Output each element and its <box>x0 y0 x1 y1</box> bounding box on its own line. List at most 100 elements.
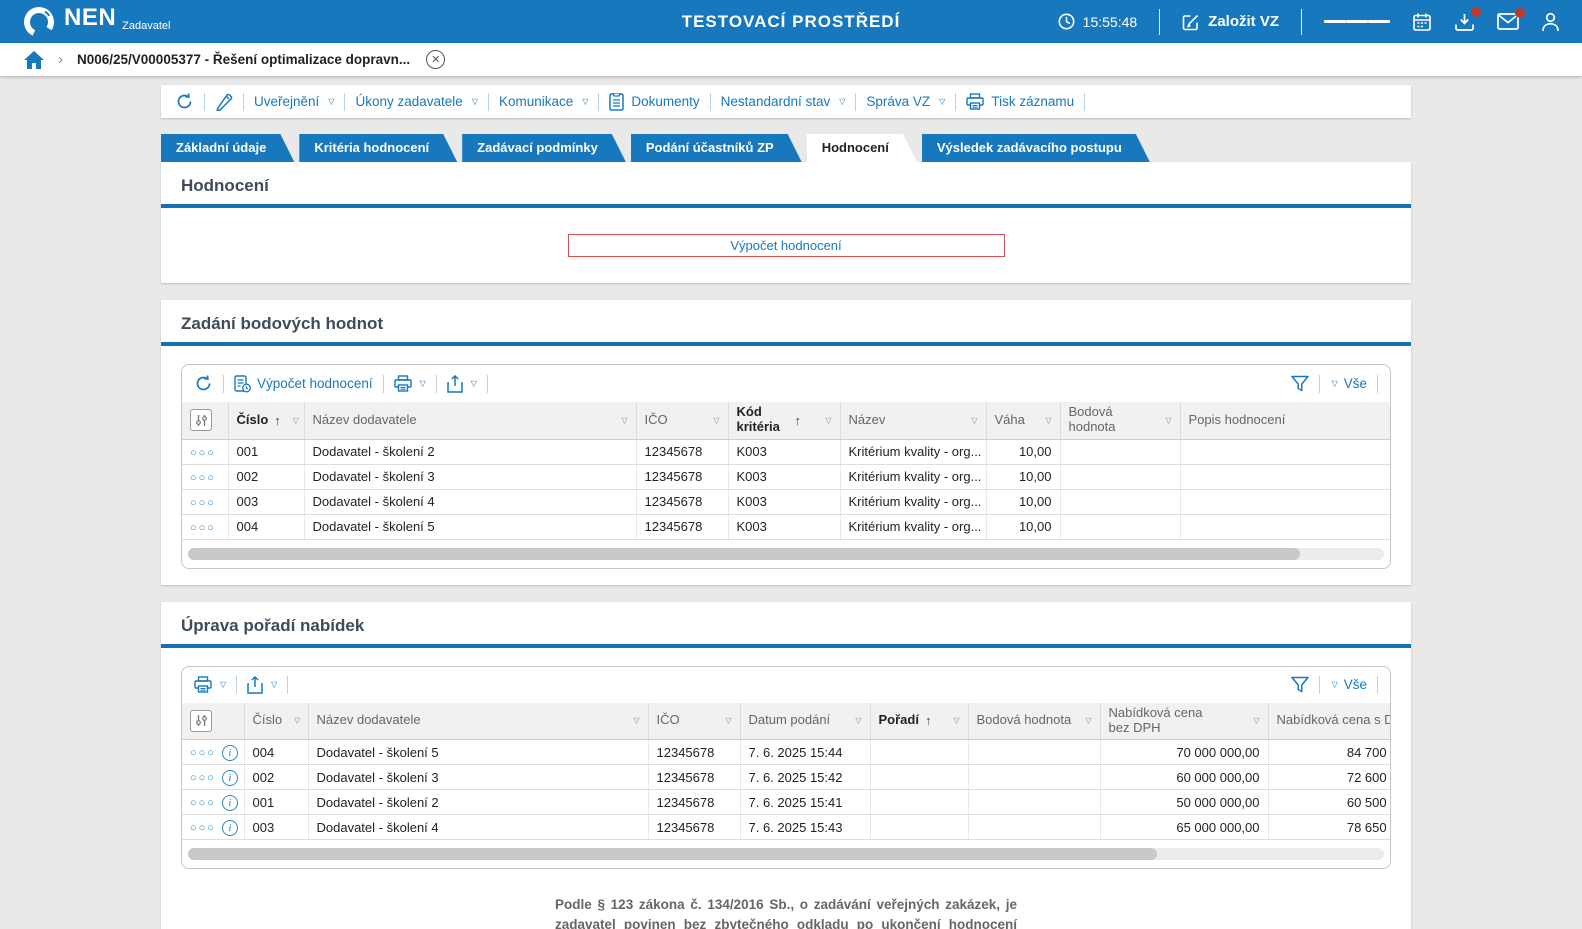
menu-icon[interactable] <box>1324 17 1390 26</box>
column-settings-icon[interactable] <box>190 710 212 732</box>
row-menu-icon[interactable]: ○○○ <box>190 747 216 759</box>
filter-triangle-icon[interactable]: ▽ <box>725 716 731 725</box>
filter-triangle-icon[interactable]: ▽ <box>294 716 300 725</box>
create-vz-button[interactable]: Založit VZ <box>1182 13 1279 31</box>
user-icon[interactable] <box>1541 12 1560 32</box>
filter-triangle-icon[interactable]: ▽ <box>293 416 299 425</box>
grid-print-button[interactable]: ▽ <box>394 375 426 392</box>
filter-triangle-icon[interactable]: ▽ <box>1085 716 1091 725</box>
sort-asc-icon: ↑ <box>795 413 802 428</box>
chevron-down-icon: ▽ <box>939 97 945 106</box>
tab-vysledek[interactable]: Výsledek zadávacího postupu <box>922 134 1150 162</box>
filter-triangle-icon[interactable]: ▽ <box>621 416 627 425</box>
col-header-dodavatel[interactable]: Název dodavatele▽ <box>308 703 648 740</box>
col-header-dodavatel[interactable]: Název dodavatele▽ <box>304 402 636 439</box>
filter-triangle-icon[interactable]: ▽ <box>713 416 719 425</box>
table-row[interactable]: ○○○ 001Dodavatel - školení 2 12345678K00… <box>182 439 1390 464</box>
col-header-datum-podani[interactable]: Datum podání▽ <box>740 703 870 740</box>
menu-uverejneni[interactable]: Uveřejnění▽ <box>254 94 334 109</box>
grid-print-button[interactable]: ▽ <box>194 676 226 693</box>
grid-filter-button[interactable] <box>1291 375 1309 392</box>
filter-triangle-icon[interactable]: ▽ <box>1045 416 1051 425</box>
menu-ukony-zadavatele[interactable]: Úkony zadavatele▽ <box>355 94 477 109</box>
grid-filter-preset[interactable]: ▽Vše <box>1330 376 1367 391</box>
table-row[interactable]: ○○○ 002Dodavatel - školení 3 12345678K00… <box>182 464 1390 489</box>
col-header-ico[interactable]: IČO▽ <box>636 402 728 439</box>
table-row[interactable]: ○○○i 003Dodavatel - školení 4 123456787.… <box>182 815 1390 840</box>
col-header-bodova-hodnota[interactable]: Bodová hodnota▽ <box>1060 402 1180 439</box>
edit-button[interactable] <box>215 93 233 111</box>
filter-triangle-icon[interactable]: ▽ <box>825 416 831 425</box>
divider <box>1377 676 1378 694</box>
mail-badge <box>1515 8 1525 18</box>
col-header-poradi[interactable]: Pořadí↑▽ <box>870 703 968 740</box>
divider <box>243 93 244 111</box>
tab-zakladni-udaje[interactable]: Základní údaje <box>161 134 294 162</box>
chevron-down-icon: ▽ <box>328 97 334 106</box>
mail-icon[interactable] <box>1497 13 1519 30</box>
horizontal-scrollbar[interactable] <box>188 848 1384 860</box>
compute-evaluation-button[interactable]: Výpočet hodnocení <box>568 234 1005 257</box>
table-row[interactable]: ○○○ 004Dodavatel - školení 5 12345678K00… <box>182 514 1390 539</box>
tab-podani-ucastniku[interactable]: Podání účastníků ZP <box>631 134 802 162</box>
refresh-button[interactable] <box>175 92 194 111</box>
tab-hodnoceni[interactable]: Hodnocení <box>807 134 917 162</box>
col-header-cislo[interactable]: Číslo▽ <box>244 703 308 740</box>
row-menu-icon[interactable]: ○○○ <box>190 472 216 484</box>
col-header-bodova-hodnota[interactable]: Bodová hodnota▽ <box>968 703 1100 740</box>
table-row[interactable]: ○○○i 002Dodavatel - školení 3 123456787.… <box>182 765 1390 790</box>
nen-logo[interactable]: NEN Zadavatel <box>22 5 170 39</box>
filter-triangle-icon[interactable]: ▽ <box>1253 716 1259 725</box>
col-header-vaha[interactable]: Váha▽ <box>986 402 1060 439</box>
info-icon[interactable]: i <box>222 795 238 811</box>
horizontal-scrollbar[interactable] <box>188 548 1384 560</box>
menu-nestandardni-stav[interactable]: Nestandardní stav▽ <box>721 94 846 109</box>
column-settings-icon[interactable] <box>190 409 212 431</box>
info-icon[interactable]: i <box>222 770 238 786</box>
row-menu-icon[interactable]: ○○○ <box>190 797 216 809</box>
col-header-cena-bez-dph[interactable]: Nabídková cena bez DPH▽ <box>1100 703 1268 740</box>
col-header-kod-kriteria[interactable]: Kód kritéria↑▽ <box>728 402 840 439</box>
grid-export-button[interactable]: ▽ <box>447 375 477 393</box>
grid-compute-button[interactable]: Výpočet hodnocení <box>234 375 373 393</box>
col-header-cislo[interactable]: Číslo↑▽ <box>228 402 304 439</box>
row-menu-icon[interactable]: ○○○ <box>190 772 216 784</box>
chevron-down-icon: ▽ <box>471 379 477 388</box>
inbox-download-icon[interactable] <box>1454 12 1475 32</box>
table-row[interactable]: ○○○ 003Dodavatel - školení 4 12345678K00… <box>182 489 1390 514</box>
menu-sprava-vz[interactable]: Správa VZ▽ <box>866 94 945 109</box>
grid-export-button[interactable]: ▽ <box>247 676 277 694</box>
row-menu-icon[interactable]: ○○○ <box>190 822 216 834</box>
menu-komunikace[interactable]: Komunikace▽ <box>499 94 588 109</box>
breadcrumb-current-tab[interactable]: N006/25/V00005377 - Řešení optimalizace … <box>77 52 410 67</box>
tab-zadavaci-podminky[interactable]: Zadávací podmínky <box>462 134 626 162</box>
calendar-icon[interactable] <box>1412 12 1432 32</box>
chevron-down-icon: ▽ <box>1332 680 1338 689</box>
table-row[interactable]: ○○○i 001Dodavatel - školení 2 123456787.… <box>182 790 1390 815</box>
col-header-cena-s-dph[interactable]: Nabídková cena s DPH <box>1268 703 1390 740</box>
filter-triangle-icon[interactable]: ▽ <box>1165 416 1171 425</box>
filter-triangle-icon[interactable]: ▽ <box>953 716 959 725</box>
grid-filter-button[interactable] <box>1291 676 1309 693</box>
filter-triangle-icon[interactable]: ▽ <box>855 716 861 725</box>
info-icon[interactable]: i <box>222 820 238 836</box>
menu-dokumenty[interactable]: Dokumenty <box>609 93 699 111</box>
print-record-button[interactable]: Tisk záznamu <box>966 93 1074 110</box>
table-row[interactable]: ○○○i 004Dodavatel - školení 5 123456787.… <box>182 740 1390 765</box>
filter-triangle-icon[interactable]: ▽ <box>971 416 977 425</box>
chevron-right-icon: › <box>58 51 63 68</box>
row-menu-icon[interactable]: ○○○ <box>190 522 216 534</box>
row-menu-icon[interactable]: ○○○ <box>190 497 216 509</box>
close-icon[interactable]: ✕ <box>426 50 445 69</box>
col-header-popis-hodnoceni[interactable]: Popis hodnocení <box>1180 402 1390 439</box>
col-header-ico[interactable]: IČO▽ <box>648 703 740 740</box>
tab-kriteria-hodnoceni[interactable]: Kritéria hodnocení <box>299 134 457 162</box>
filter-triangle-icon[interactable]: ▽ <box>633 716 639 725</box>
info-icon[interactable]: i <box>222 745 238 761</box>
grid-refresh-button[interactable] <box>194 374 213 393</box>
grid-filter-preset[interactable]: ▽Vše <box>1330 677 1367 692</box>
home-icon[interactable] <box>24 51 44 69</box>
row-menu-icon[interactable]: ○○○ <box>190 447 216 459</box>
record-tabs: Základní údaje Kritéria hodnocení Zadáva… <box>161 134 1411 162</box>
col-header-nazev[interactable]: Název▽ <box>840 402 986 439</box>
